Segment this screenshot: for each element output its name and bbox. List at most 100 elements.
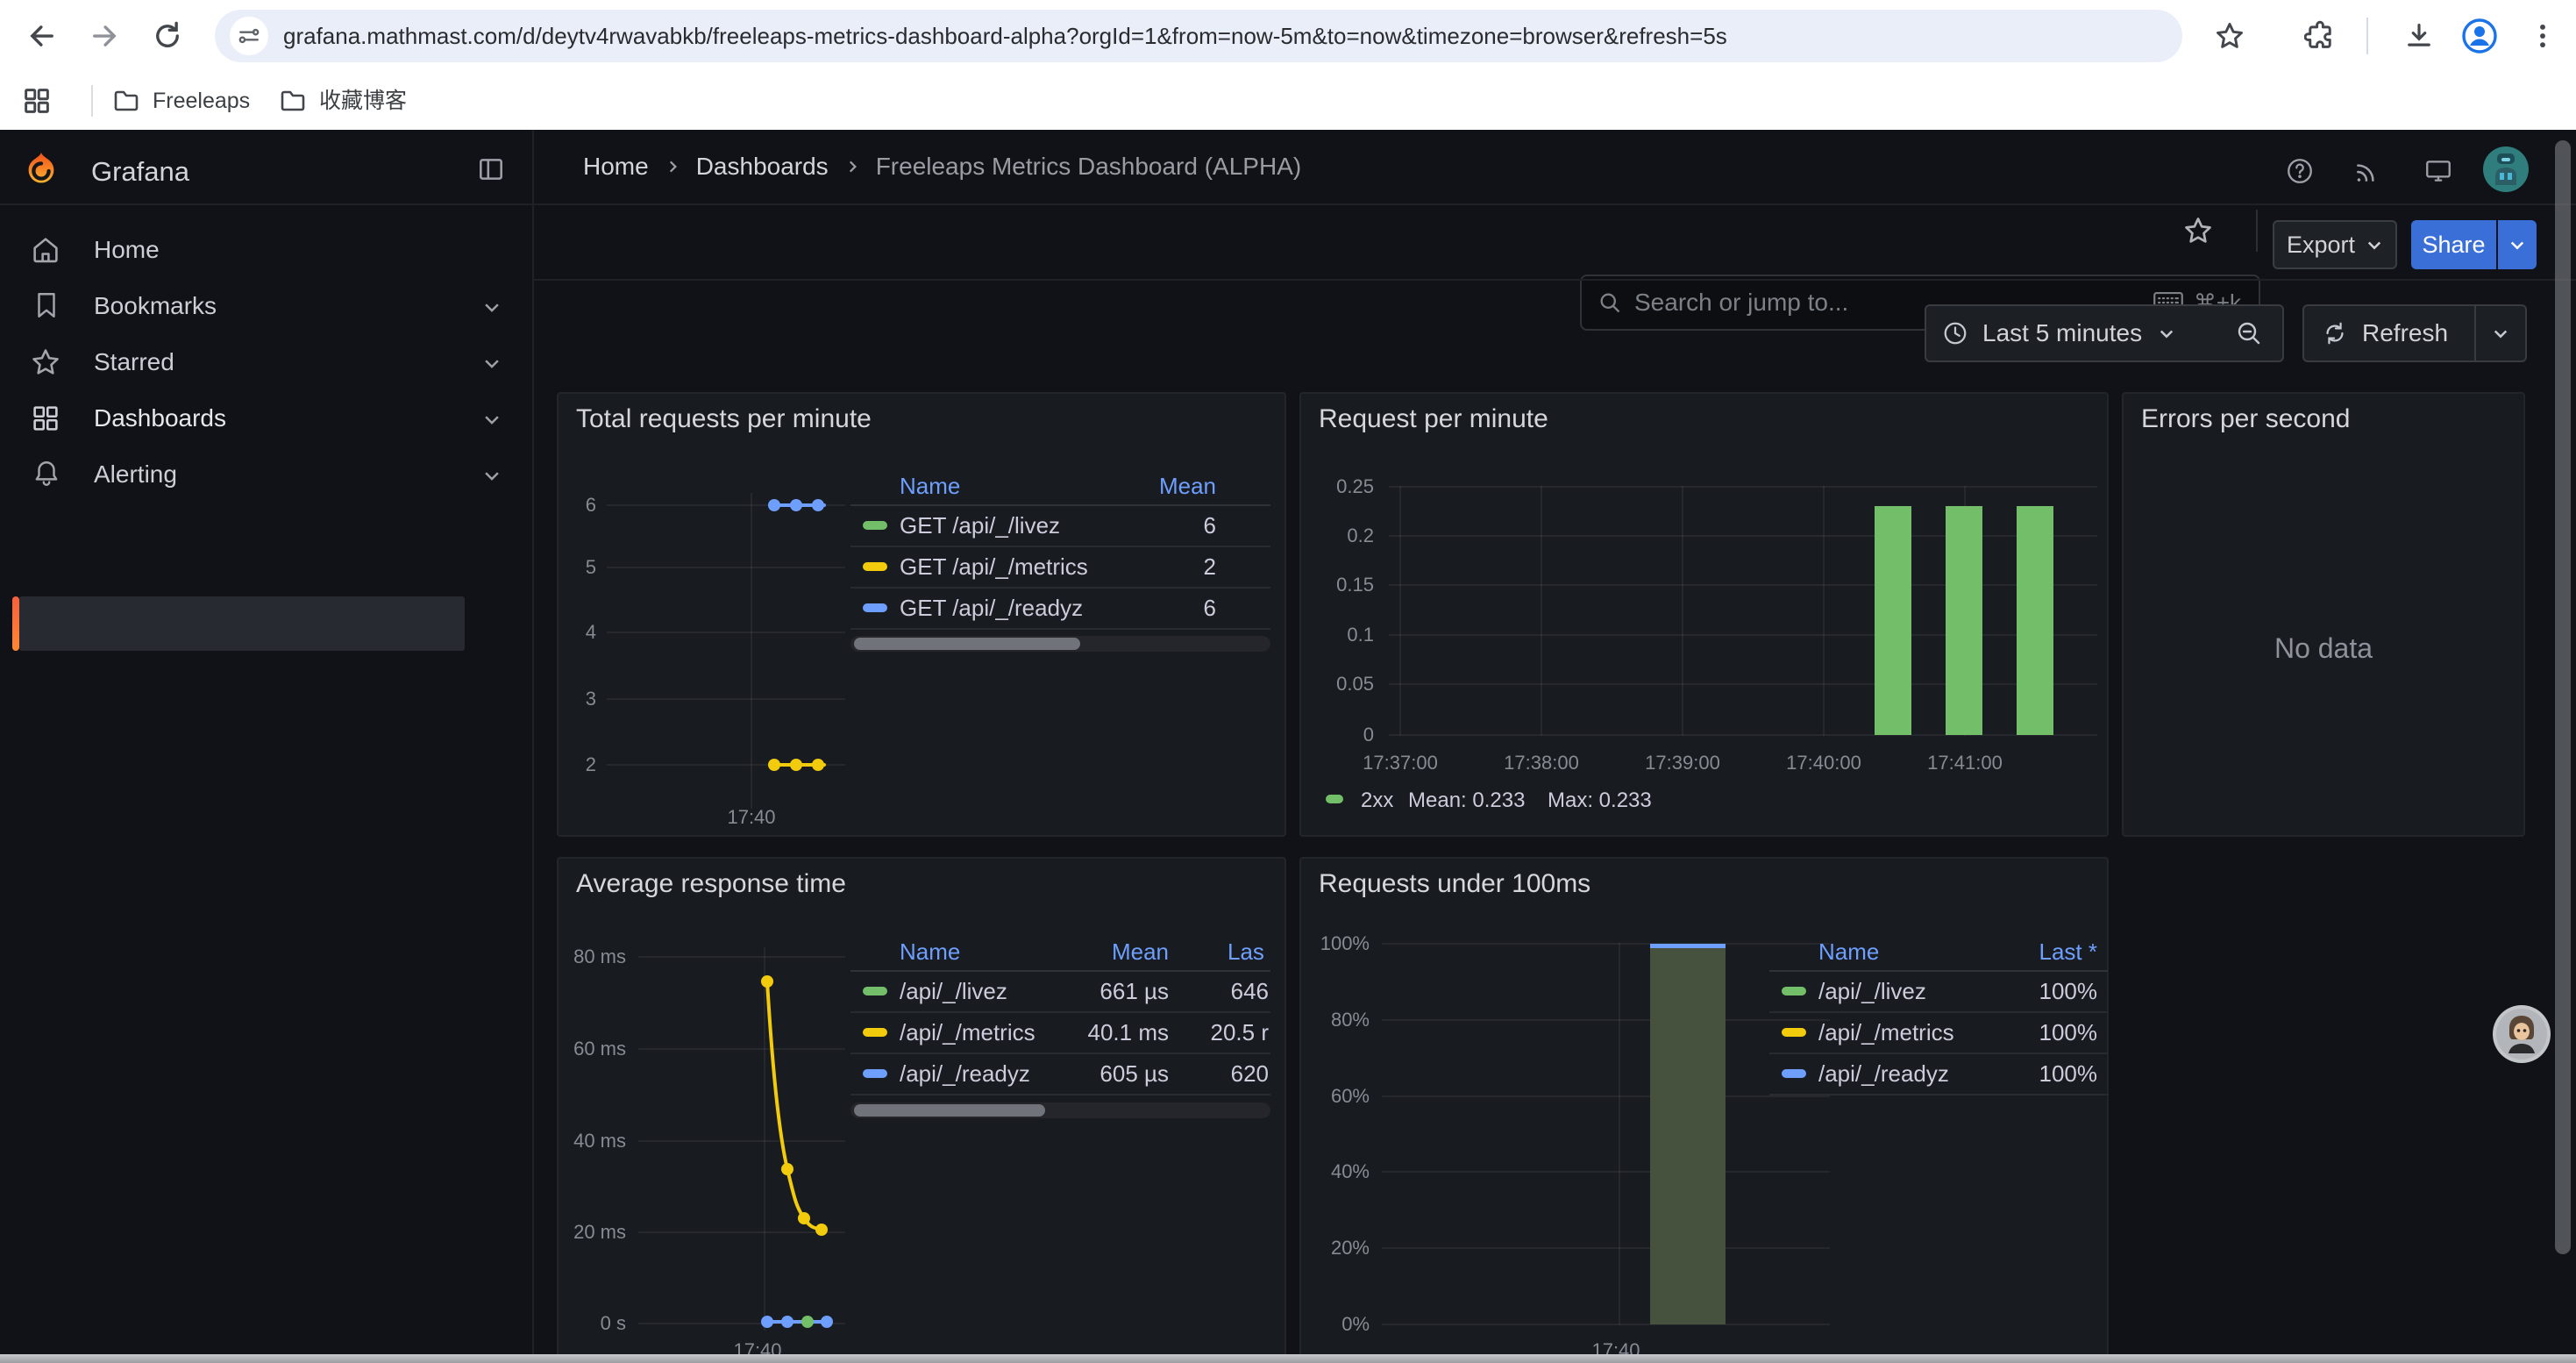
grafana-logo-icon[interactable]	[21, 151, 61, 191]
x-tick: 17:38:00	[1471, 752, 1612, 774]
sidebar-item-dashboards[interactable]: Dashboards	[0, 390, 532, 446]
chevron-down-icon[interactable]	[482, 353, 502, 373]
column-header-last[interactable]: Las	[1228, 938, 1270, 966]
sidebar-item-bookmarks[interactable]: Bookmarks	[0, 278, 532, 334]
series-name[interactable]: GET /api/_/metrics	[900, 553, 1088, 581]
chevron-down-icon[interactable]	[482, 297, 502, 317]
sidebar-item-label: Starred	[94, 348, 174, 376]
y-tick: 0%	[1301, 1313, 1370, 1336]
apps-grid-icon[interactable]	[21, 85, 53, 117]
y-tick: 2	[559, 753, 596, 776]
series-name[interactable]: /api/_/metrics	[900, 1019, 1035, 1046]
column-header-mean[interactable]: Mean	[1159, 473, 1216, 500]
refresh-label: Refresh	[2362, 319, 2448, 347]
folder-icon	[112, 87, 140, 115]
series-name[interactable]: /api/_/readyz	[1818, 1060, 1949, 1088]
legend-row[interactable]: /api/_/readyz 605 µs 620	[850, 1053, 1270, 1095]
table-scrollbar[interactable]	[850, 636, 1270, 652]
column-header-last[interactable]: Last *	[1945, 938, 2097, 966]
legend-row[interactable]: GET /api/_/metrics 2	[850, 546, 1270, 589]
browser-menu-icon[interactable]	[2527, 20, 2558, 52]
legend-row[interactable]: GET /api/_/readyz 6	[850, 587, 1270, 630]
sidebar-item-alerting[interactable]: Alerting	[0, 446, 532, 503]
column-header-name[interactable]: Name	[1818, 938, 1879, 966]
table-scrollbar[interactable]	[850, 1103, 1270, 1118]
series-name[interactable]: /api/_/metrics	[1818, 1019, 1954, 1046]
forward-icon[interactable]	[89, 20, 120, 52]
actions-divider	[2256, 210, 2258, 252]
back-icon[interactable]	[26, 20, 58, 52]
scrollbar-thumb[interactable]	[854, 1104, 1045, 1117]
x-tick: 17:40:00	[1754, 752, 1894, 774]
gridline	[1382, 1095, 1830, 1097]
breadcrumb-home[interactable]: Home	[583, 153, 649, 181]
gridline	[1389, 734, 2097, 736]
column-header-mean[interactable]: Mean	[1043, 938, 1169, 966]
url-text[interactable]: grafana.mathmast.com/d/deytv4rwavabkb/fr…	[283, 10, 2160, 62]
user-avatar[interactable]	[2483, 146, 2529, 192]
chevron-down-icon[interactable]	[482, 466, 502, 485]
share-button[interactable]: Share	[2411, 220, 2496, 269]
reload-icon[interactable]	[152, 20, 183, 52]
sidebar-item-starred[interactable]: Starred	[0, 334, 532, 390]
breadcrumb-dashboards[interactable]: Dashboards	[696, 153, 829, 181]
bookmark-star-icon[interactable]	[2214, 20, 2245, 52]
legend-row[interactable]: /api/_/metrics 100%	[1769, 1011, 2108, 1054]
sidebar-item-label: Alerting	[94, 460, 177, 489]
extensions-icon[interactable]	[2304, 20, 2336, 52]
bookmark-folder-freeleaps[interactable]: Freeleaps	[112, 72, 250, 130]
data-point	[768, 499, 780, 511]
page-scrollbar[interactable]	[2555, 140, 2571, 1254]
legend-table: Name Last * /api/_/livez 100% /api/_/met…	[1769, 931, 2108, 1094]
series-name[interactable]: GET /api/_/livez	[900, 512, 1060, 539]
gridline	[1682, 486, 1683, 736]
legend-row[interactable]: /api/_/livez 100%	[1769, 970, 2108, 1013]
export-button[interactable]: Export	[2273, 220, 2397, 269]
monitor-icon[interactable]	[2423, 156, 2453, 186]
column-header-name[interactable]: Name	[900, 938, 960, 966]
profile-icon[interactable]	[2460, 17, 2499, 55]
gridline	[751, 493, 752, 809]
legend-series-name[interactable]: 2xx	[1361, 789, 1393, 813]
help-icon[interactable]	[2285, 156, 2315, 186]
legend-table: Name Mean Las /api/_/livez 661 µs 646 /a…	[850, 931, 1270, 1117]
no-data-message: No data	[2124, 632, 2523, 665]
panel-title[interactable]: Errors per second	[2141, 404, 2350, 434]
series-name[interactable]: /api/_/readyz	[900, 1060, 1030, 1088]
time-range-picker[interactable]: Last 5 minutes	[1925, 304, 2217, 362]
legend-row[interactable]: GET /api/_/livez 6	[850, 504, 1270, 547]
series-color-pill	[863, 521, 887, 530]
sidebar-item-label: Bookmarks	[94, 292, 217, 320]
column-header-name[interactable]: Name	[900, 473, 960, 500]
panel-title[interactable]: Request per minute	[1319, 404, 1548, 434]
series-name[interactable]: GET /api/_/readyz	[900, 595, 1083, 622]
url-bar[interactable]: grafana.mathmast.com/d/deytv4rwavabkb/fr…	[215, 10, 2182, 62]
gridline	[1823, 486, 1825, 736]
download-icon[interactable]	[2403, 20, 2435, 52]
bar-top-line	[1650, 944, 1726, 948]
zoom-out-button[interactable]	[2216, 304, 2284, 362]
series-name[interactable]: /api/_/livez	[1818, 978, 1926, 1005]
favorite-star-icon[interactable]	[2182, 215, 2214, 246]
gridline	[1382, 1247, 1830, 1249]
assistant-avatar[interactable]	[2493, 1005, 2551, 1063]
chevron-down-icon[interactable]	[482, 410, 502, 429]
legend-row[interactable]: /api/_/readyz 100%	[1769, 1053, 2108, 1095]
y-tick: 0	[1301, 724, 1374, 746]
gridline	[1382, 943, 1830, 945]
bookmark-folder-blogs[interactable]: 收藏博客	[279, 72, 407, 130]
panel-title[interactable]: Requests under 100ms	[1319, 869, 1590, 899]
site-settings-icon[interactable]	[230, 17, 268, 55]
series-name[interactable]: /api/_/livez	[900, 978, 1007, 1005]
bar-2xx	[1946, 506, 1982, 735]
sidebar-toggle-icon[interactable]	[476, 154, 506, 184]
panel-title[interactable]: Total requests per minute	[576, 404, 872, 434]
news-rss-icon[interactable]	[2352, 156, 2382, 186]
refresh-button[interactable]: Refresh	[2302, 304, 2476, 362]
legend-row[interactable]: /api/_/metrics 40.1 ms 20.5 r	[850, 1011, 1270, 1054]
sidebar-item-home[interactable]: Home	[0, 222, 532, 278]
scrollbar-thumb[interactable]	[854, 638, 1080, 650]
refresh-interval-dropdown[interactable]	[2474, 304, 2527, 362]
legend-row[interactable]: /api/_/livez 661 µs 646	[850, 970, 1270, 1013]
share-dropdown-button[interactable]	[2498, 220, 2537, 269]
